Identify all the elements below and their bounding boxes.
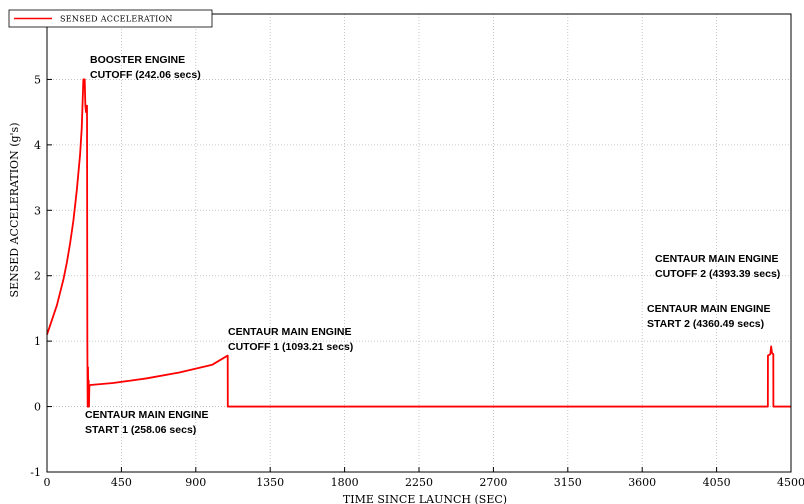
y-tick-label: 0	[34, 401, 41, 414]
series-line-sensed-acceleration	[46, 78, 791, 408]
annotations: BOOSTER ENGINE CUTOFF (242.06 secs) CENTAU…	[85, 54, 780, 436]
y-tick-label: 3	[34, 204, 41, 217]
annotation-label: START 1 (258.06 secs)	[85, 424, 196, 436]
grid-lines	[46, 13, 792, 473]
y-tick-label: 5	[34, 73, 41, 86]
y-tick-label: 2	[34, 270, 41, 283]
annotation-label: START 2 (4360.49 secs)	[647, 318, 764, 330]
x-tick-label: 4500	[777, 476, 804, 489]
annotation-label: CUTOFF (242.06 secs)	[90, 69, 201, 81]
y-axis-label: SENSED ACCELERATION (g's)	[8, 123, 21, 298]
annotation-label: BOOSTER ENGINE	[90, 54, 185, 66]
x-tick-label: 1800	[331, 476, 359, 489]
annotation-label: CUTOFF 1 (1093.21 secs)	[228, 341, 353, 353]
x-axis-label: TIME SINCE LAUNCH (SEC)	[343, 493, 507, 504]
x-tick-label: 0	[44, 476, 51, 489]
y-tick-label: -1	[30, 466, 41, 479]
x-tick-label: 900	[185, 476, 206, 489]
x-tick-label: 4050	[703, 476, 731, 489]
annotation-label: CENTAUR MAIN ENGINE	[228, 326, 351, 338]
x-tick-label: 450	[111, 476, 132, 489]
legend-entry-sensed-acceleration: SENSED ACCELERATION	[60, 15, 173, 24]
x-tick-label: 3600	[628, 476, 656, 489]
annotation-label: CENTAUR MAIN ENGINE	[655, 253, 778, 265]
legend-box	[8, 9, 213, 28]
x-tick-label: 3150	[554, 476, 582, 489]
x-tick-label: 1350	[256, 476, 284, 489]
y-tick-label: 1	[34, 335, 41, 348]
annotation-label: CUTOFF 2 (4393.39 secs)	[655, 268, 780, 280]
y-tick-label: 4	[34, 139, 41, 152]
series-layer	[46, 78, 791, 408]
annotation-label: CENTAUR MAIN ENGINE	[647, 303, 770, 315]
annotation-label: CENTAUR MAIN ENGINE	[85, 409, 208, 421]
x-tick-label: 2700	[479, 476, 507, 489]
axis-ticks: 0 450 900 1350 1800 2250 2700 3150 3600 4050 4500-…	[30, 8, 804, 489]
legend: SENSED ACCELERATION	[8, 9, 213, 28]
x-tick-label: 2250	[405, 476, 433, 489]
